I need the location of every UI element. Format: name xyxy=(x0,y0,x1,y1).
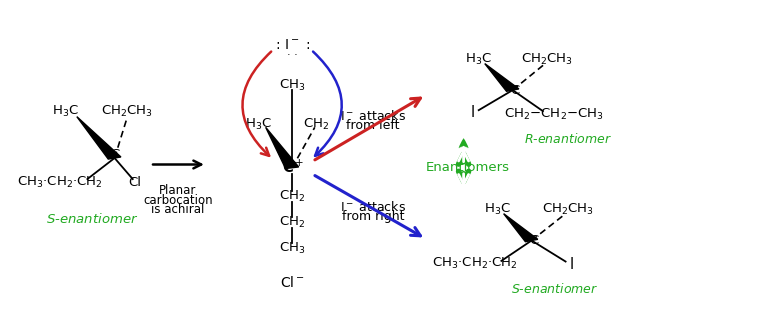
Text: C$^+$: C$^+$ xyxy=(282,159,305,176)
Text: CH$_2$CH$_3$: CH$_2$CH$_3$ xyxy=(521,52,573,67)
Text: from right: from right xyxy=(342,210,404,223)
FancyArrowPatch shape xyxy=(459,171,469,181)
Polygon shape xyxy=(77,116,121,159)
FancyArrowPatch shape xyxy=(459,151,469,162)
Text: H$_3$C: H$_3$C xyxy=(245,116,272,132)
Text: CH$_3$: CH$_3$ xyxy=(279,241,305,256)
Text: CH$_3$·CH$_2$·CH$_2$: CH$_3$·CH$_2$·CH$_2$ xyxy=(432,256,517,271)
Text: CH$_3$·CH$_2$·CH$_2$: CH$_3$·CH$_2$·CH$_2$ xyxy=(18,175,103,190)
Text: CH$_2$: CH$_2$ xyxy=(279,215,305,230)
Text: CH$_2$CH$_3$: CH$_2$CH$_3$ xyxy=(542,202,594,217)
FancyArrowPatch shape xyxy=(313,52,342,156)
Text: I$^-$ attacks: I$^-$ attacks xyxy=(340,200,406,214)
Polygon shape xyxy=(504,214,538,242)
Text: $S$-enantiomer: $S$-enantiomer xyxy=(46,213,139,226)
Text: H$_3$C: H$_3$C xyxy=(52,104,79,119)
FancyArrowPatch shape xyxy=(243,52,271,156)
Text: I: I xyxy=(470,105,475,120)
Text: $S$-enantiomer: $S$-enantiomer xyxy=(511,282,598,296)
Text: C: C xyxy=(529,234,539,247)
Text: CH$_2$CH$_3$: CH$_2$CH$_3$ xyxy=(101,104,154,119)
FancyArrowPatch shape xyxy=(459,154,469,164)
Text: C: C xyxy=(110,148,119,161)
Text: from left: from left xyxy=(346,119,400,132)
Text: H$_3$C: H$_3$C xyxy=(484,202,511,217)
Text: Planar: Planar xyxy=(159,184,197,197)
Text: : I$^-$ :: : I$^-$ : xyxy=(275,38,310,52)
Text: carbocation: carbocation xyxy=(143,193,213,207)
Text: is achiral: is achiral xyxy=(151,203,205,216)
Text: Enantiomers: Enantiomers xyxy=(425,161,509,174)
FancyArrowPatch shape xyxy=(315,98,421,160)
Polygon shape xyxy=(266,127,298,168)
Text: H$_3$C: H$_3$C xyxy=(465,52,492,67)
Polygon shape xyxy=(485,63,519,91)
Text: CH$_2$: CH$_2$ xyxy=(303,116,330,132)
FancyArrowPatch shape xyxy=(315,176,420,236)
Text: I: I xyxy=(569,257,574,272)
Text: CH$_3$: CH$_3$ xyxy=(279,78,305,93)
Text: Cl$^-$: Cl$^-$ xyxy=(280,275,304,290)
FancyArrowPatch shape xyxy=(459,174,469,185)
Text: CH$_2$: CH$_2$ xyxy=(279,189,305,204)
Text: C: C xyxy=(511,84,520,97)
Text: Cl: Cl xyxy=(129,176,142,189)
Text: · ·: · · xyxy=(287,50,298,60)
Text: I$^-$ attacks: I$^-$ attacks xyxy=(340,109,406,123)
Text: $R$-enantiomer: $R$-enantiomer xyxy=(524,132,612,146)
Text: CH$_2$−CH$_2$−CH$_3$: CH$_2$−CH$_2$−CH$_3$ xyxy=(505,107,604,122)
